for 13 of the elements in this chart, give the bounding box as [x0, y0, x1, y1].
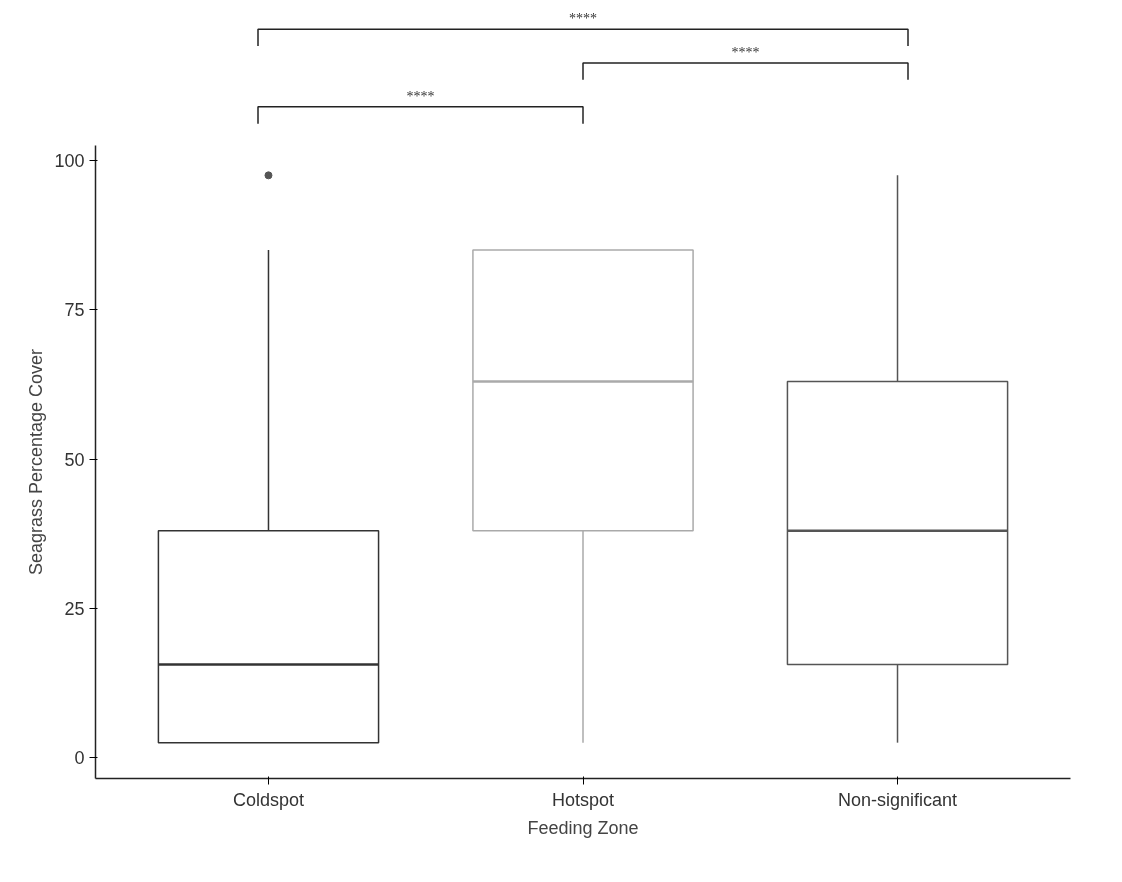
y-axis-title: Seagrass Percentage Cover	[26, 348, 47, 576]
x-tick-label: Non-significant	[837, 789, 958, 810]
y-tick-label: 100	[54, 150, 85, 171]
text: ****	[406, 89, 435, 105]
y-tick-label: 75	[64, 300, 85, 321]
y-tick-label: 0	[74, 748, 85, 769]
x-tick-label: Coldspot	[232, 789, 305, 810]
text: ****	[731, 45, 760, 61]
text: ****	[569, 11, 597, 27]
x-tick-label: Hotspot	[551, 789, 615, 810]
x-axis-title: Feeding Zone	[527, 817, 639, 838]
y-tick-label: 50	[64, 449, 85, 470]
y-tick-label: 25	[64, 598, 85, 619]
